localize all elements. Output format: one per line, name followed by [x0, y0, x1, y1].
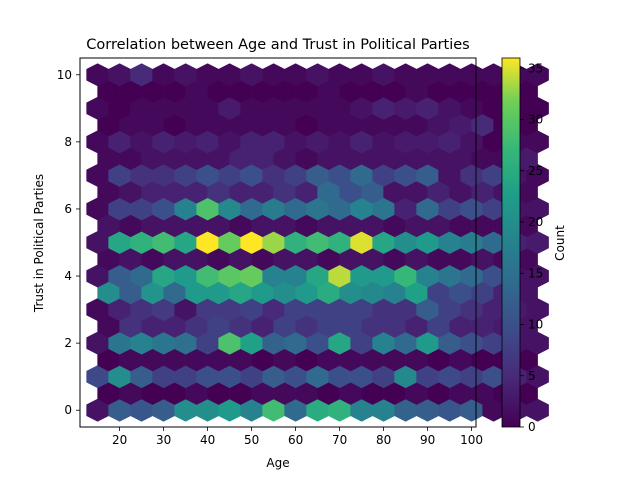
colorbar-tick-label: 35: [528, 61, 543, 75]
x-axis-label: Age: [266, 456, 289, 470]
colorbar-tick-label: 15: [528, 266, 543, 280]
x-tick-label: 20: [112, 433, 127, 447]
y-tick-label: 8: [64, 135, 72, 149]
x-axis: 20 30 40 50 60 70 80 90 100: [112, 427, 483, 447]
x-tick-label: 80: [376, 433, 391, 447]
colorbar-tick-label: 20: [528, 215, 543, 229]
x-tick-label: 90: [420, 433, 435, 447]
x-tick-label: 100: [460, 433, 483, 447]
plot-frame: [79, 57, 477, 428]
x-tick-label: 40: [200, 433, 215, 447]
y-tick-label: 2: [64, 336, 72, 350]
y-axis: 0 2 4 6 8 10: [57, 68, 80, 417]
y-tick-label: 10: [57, 68, 72, 82]
x-tick-label: 70: [332, 433, 347, 447]
y-tick-label: 6: [64, 202, 72, 216]
colorbar-tick-label: 0: [528, 420, 536, 434]
colorbar-tick-label: 30: [528, 113, 543, 127]
x-tick-label: 50: [244, 433, 259, 447]
colorbar-tick-label: 10: [528, 318, 543, 332]
colorbar-ticks: 0 5 10 15 20 25 30 35: [520, 61, 543, 434]
colorbar-tick-label: 25: [528, 164, 543, 178]
y-tick-label: 4: [64, 269, 72, 283]
x-tick-label: 30: [156, 433, 171, 447]
colorbar: [501, 57, 521, 428]
hex-cell: [526, 63, 549, 87]
y-tick-label: 0: [64, 403, 72, 417]
hexbin-cells: [86, 63, 549, 422]
chart-title: Correlation between Age and Trust in Pol…: [86, 37, 469, 53]
colorbar-label: Count: [553, 225, 567, 261]
colorbar-tick-label: 5: [528, 369, 536, 383]
y-axis-label: Trust in Political Parties: [32, 174, 46, 313]
x-tick-label: 60: [288, 433, 303, 447]
